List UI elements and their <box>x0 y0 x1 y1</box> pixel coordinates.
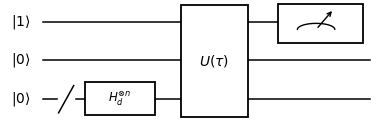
Text: $|0\rangle$: $|0\rangle$ <box>11 50 31 69</box>
Bar <box>278 4 363 43</box>
Bar <box>181 5 248 117</box>
Text: $U(\tau)$: $U(\tau)$ <box>200 53 229 69</box>
Text: $H_d^{\otimes n}$: $H_d^{\otimes n}$ <box>108 90 132 108</box>
Bar <box>85 82 155 115</box>
Text: $|1\rangle$: $|1\rangle$ <box>11 13 31 31</box>
Text: $|0\rangle$: $|0\rangle$ <box>11 90 31 108</box>
